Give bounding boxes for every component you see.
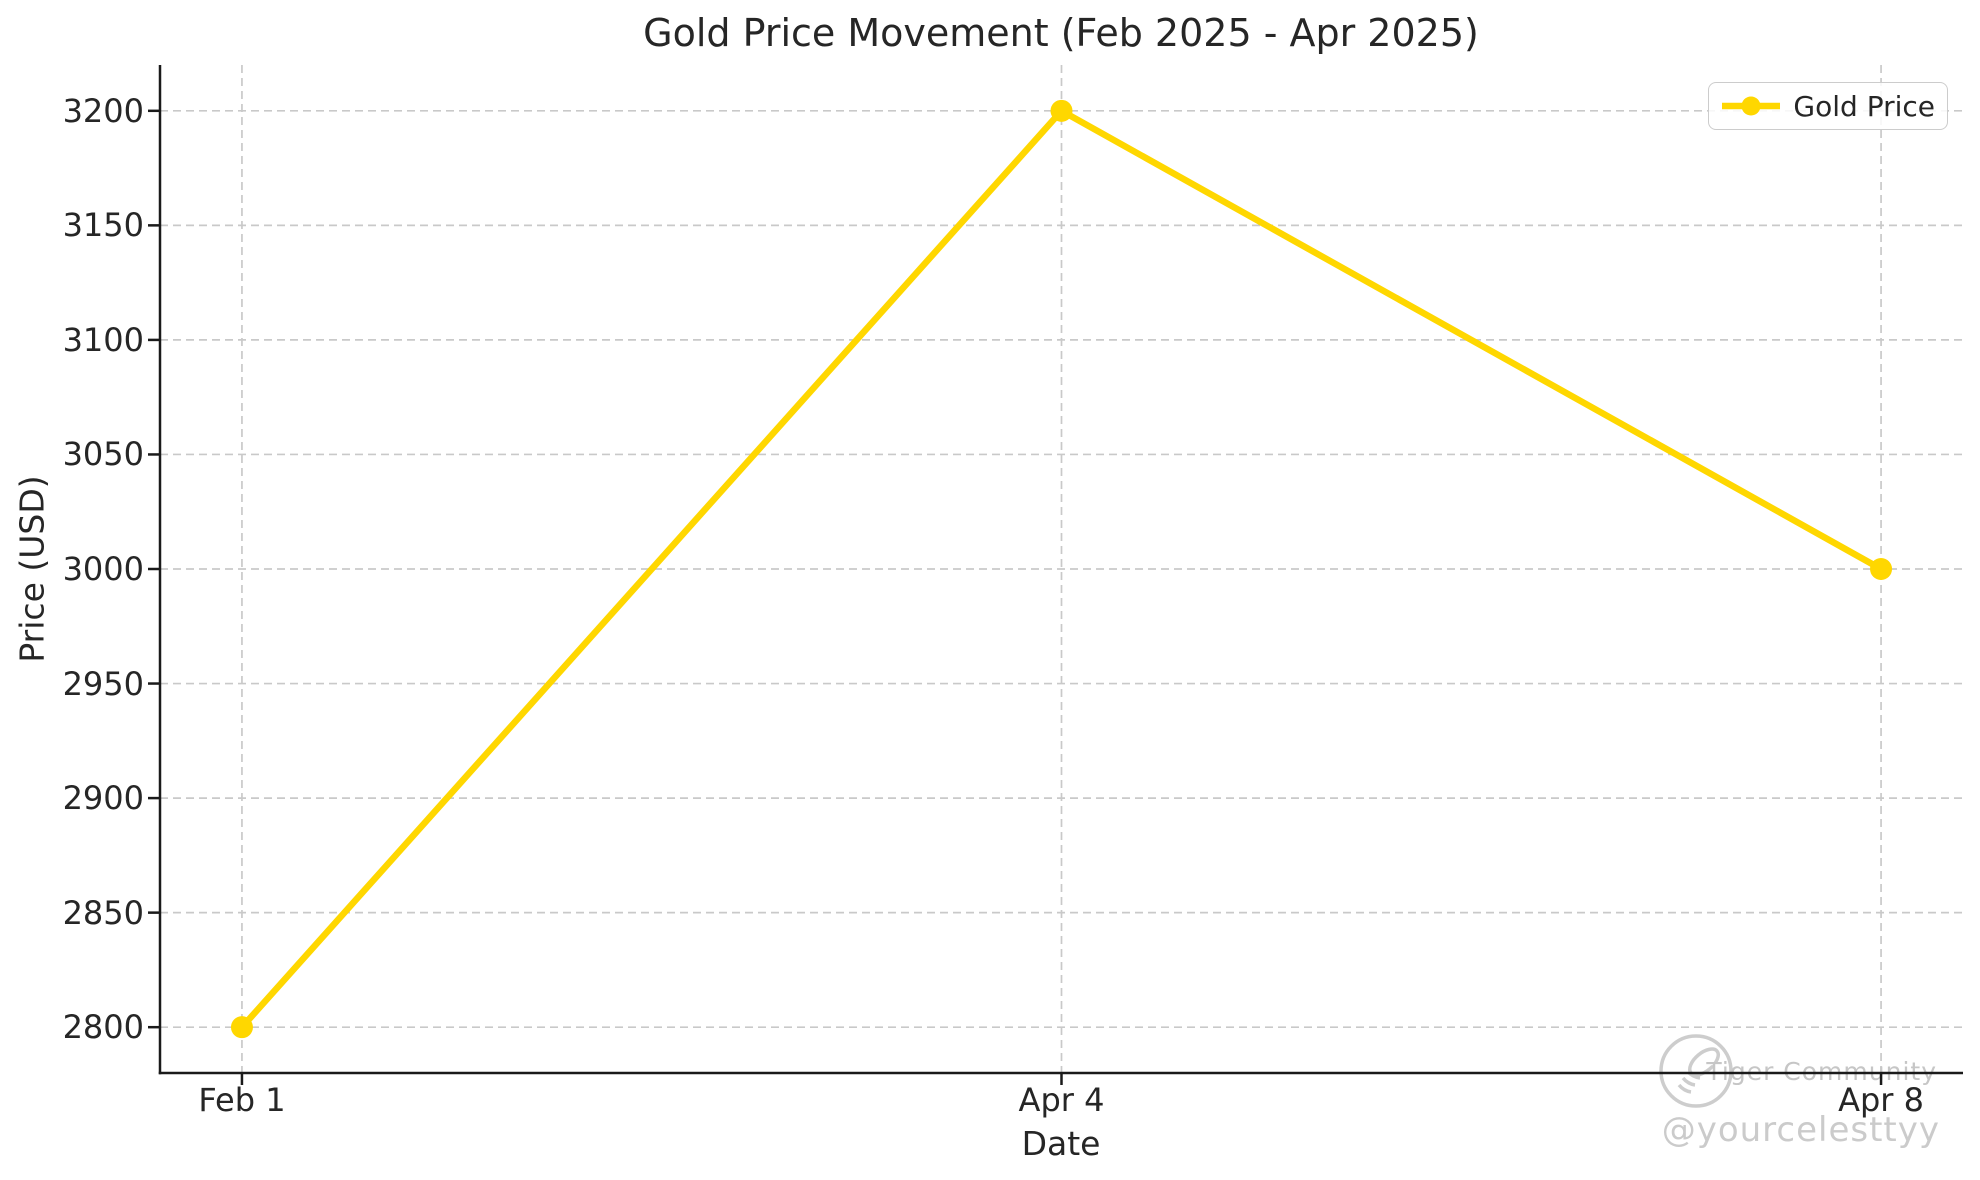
chart-title: Gold Price Movement (Feb 2025 - Apr 2025… xyxy=(643,11,1479,55)
y-tick-label: 3100 xyxy=(62,320,144,359)
y-tick-label: 2850 xyxy=(62,893,144,932)
y-tick-label: 3200 xyxy=(62,91,144,130)
watermark-handle-text: @yourcelesttyy xyxy=(1661,1110,1940,1150)
legend: Gold Price xyxy=(1708,82,1948,130)
y-tick-label: 2900 xyxy=(62,779,144,818)
y-tick-label: 3000 xyxy=(62,550,144,588)
legend-line-marker-icon xyxy=(1722,96,1780,116)
legend-label: Gold Price xyxy=(1793,89,1935,123)
x-tick-label: Apr 4 xyxy=(1018,1081,1105,1119)
y-tick-label: 3050 xyxy=(62,435,144,474)
x-axis-label: Date xyxy=(1021,1124,1101,1163)
y-tick-label: 2800 xyxy=(62,1008,144,1047)
tiger-paw-logo-icon xyxy=(1659,1034,1733,1108)
data-point-marker xyxy=(1870,558,1893,580)
y-tick-label: 3150 xyxy=(62,206,144,245)
x-tick-label: Feb 1 xyxy=(198,1081,286,1119)
watermark-brand-text: Tiger Community xyxy=(1706,1057,1937,1086)
x-tick-label: Apr 8 xyxy=(1838,1081,1924,1119)
y-tick-label: 2950 xyxy=(62,664,144,703)
data-point-marker xyxy=(230,1016,253,1039)
y-axis-label: Price (USD) xyxy=(12,475,52,663)
data-point-marker xyxy=(1050,99,1073,122)
